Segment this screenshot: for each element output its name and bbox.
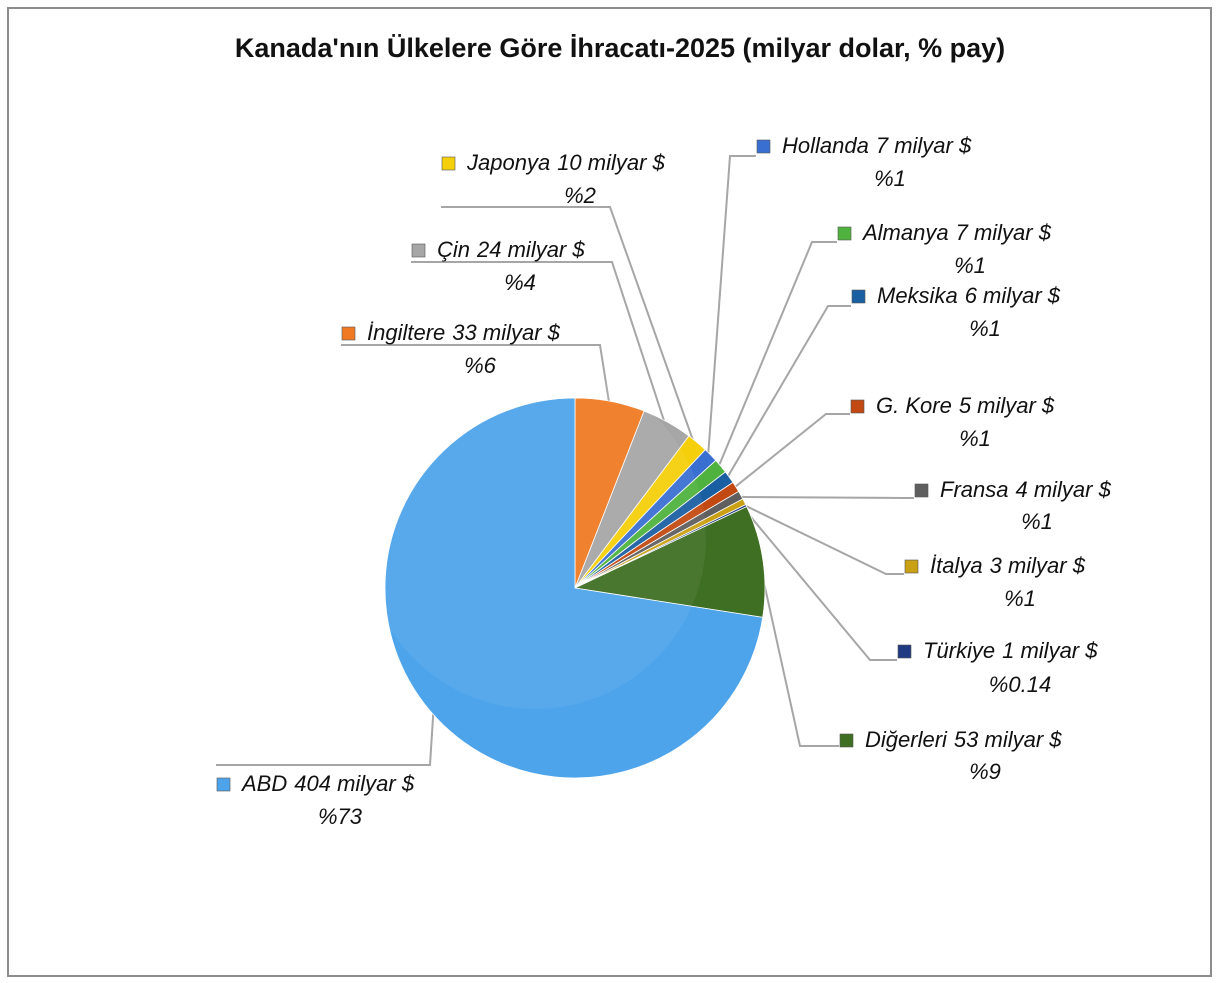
leader-line bbox=[706, 155, 756, 458]
leader-line bbox=[725, 305, 851, 480]
legend-key bbox=[837, 226, 852, 241]
leader-line bbox=[441, 206, 696, 446]
slice-share: %1 bbox=[969, 316, 1001, 341]
leader-line bbox=[732, 413, 850, 490]
legend-key bbox=[850, 399, 865, 414]
slice-category: İngiltere bbox=[367, 320, 445, 345]
slice-category: Fransa bbox=[940, 477, 1008, 502]
slices bbox=[384, 397, 766, 779]
legend-key bbox=[904, 559, 919, 574]
legend-key bbox=[411, 243, 426, 258]
slice-category: G. Kore bbox=[876, 393, 952, 418]
slice-category: Çin bbox=[437, 237, 470, 262]
slice-value: 1 milyar $ bbox=[1002, 638, 1098, 663]
slice-label: ABD 404 milyar $ bbox=[240, 771, 415, 796]
slice-category: ABD bbox=[240, 771, 287, 796]
slice-category: Türkiye bbox=[923, 638, 995, 663]
slice-label: Almanya 7 milyar $ bbox=[861, 220, 1052, 245]
leader-lines bbox=[216, 155, 914, 766]
legend-key bbox=[914, 483, 929, 498]
slice-value: 10 milyar $ bbox=[557, 150, 665, 175]
legend-key bbox=[441, 156, 456, 171]
slice-share: %1 bbox=[1004, 586, 1036, 611]
slice-category: İtalya bbox=[930, 553, 983, 578]
slice-label: Çin 24 milyar $ bbox=[437, 237, 585, 262]
slice-share: %1 bbox=[959, 426, 991, 451]
slice-label: G. Kore 5 milyar $ bbox=[876, 393, 1055, 418]
slice-share: %6 bbox=[464, 353, 497, 378]
slice-value: 33 milyar $ bbox=[452, 320, 560, 345]
slice-category: Almanya bbox=[861, 220, 949, 245]
slice-label: Türkiye 1 milyar $ bbox=[923, 638, 1098, 663]
leader-line bbox=[716, 241, 837, 469]
slice-value: 6 milyar $ bbox=[965, 283, 1061, 308]
slice-value: 7 milyar $ bbox=[956, 220, 1052, 245]
pie-slice bbox=[573, 506, 766, 618]
pie-slice bbox=[384, 397, 764, 779]
slice-label: Diğerleri 53 milyar $ bbox=[865, 727, 1062, 752]
legend-key bbox=[341, 326, 356, 341]
leader-line bbox=[740, 502, 904, 575]
slice-share: %0.14 bbox=[989, 672, 1051, 697]
slice-share: %1 bbox=[1021, 509, 1053, 534]
slice-value: 3 milyar $ bbox=[990, 553, 1086, 578]
legend-key bbox=[216, 777, 231, 792]
slice-value: 7 milyar $ bbox=[876, 133, 972, 158]
slice-category: Diğerleri bbox=[865, 727, 948, 752]
slice-category: Japonya bbox=[466, 150, 550, 175]
leader-line bbox=[742, 506, 897, 661]
leader-line bbox=[411, 261, 667, 426]
slice-label: Japonya 10 milyar $ bbox=[466, 150, 666, 175]
slice-share: %73 bbox=[318, 804, 363, 829]
slice-label: Fransa 4 milyar $ bbox=[940, 477, 1112, 502]
slice-label: Meksika 6 milyar $ bbox=[877, 283, 1061, 308]
slice-category: Hollanda bbox=[782, 133, 869, 158]
slice-label: İtalya 3 milyar $ bbox=[930, 553, 1086, 578]
leader-line bbox=[758, 561, 839, 747]
legend-key bbox=[851, 289, 866, 304]
slice-value: 404 milyar $ bbox=[294, 771, 415, 796]
legend-key bbox=[839, 733, 854, 748]
slice-value: 24 milyar $ bbox=[476, 237, 585, 262]
slice-share: %1 bbox=[954, 253, 986, 278]
slice-category: Meksika bbox=[877, 283, 958, 308]
leader-line bbox=[341, 344, 611, 406]
slice-value: 4 milyar $ bbox=[1015, 477, 1111, 502]
slice-label: İngiltere 33 milyar $ bbox=[367, 320, 561, 345]
slice-share: %1 bbox=[874, 166, 906, 191]
slice-value: 53 milyar $ bbox=[954, 727, 1062, 752]
slice-label: Hollanda 7 milyar $ bbox=[782, 133, 972, 158]
leader-line bbox=[737, 496, 914, 499]
chart-title: Kanada'nın Ülkelere Göre İhracatı-2025 (… bbox=[235, 33, 1005, 63]
legend-key bbox=[756, 139, 771, 154]
slice-share: %4 bbox=[504, 270, 536, 295]
legend-key bbox=[897, 644, 912, 659]
slice-share: %9 bbox=[969, 759, 1001, 784]
slice-share: %2 bbox=[564, 183, 596, 208]
leader-line bbox=[216, 709, 435, 766]
slice-value: 5 milyar $ bbox=[959, 393, 1055, 418]
